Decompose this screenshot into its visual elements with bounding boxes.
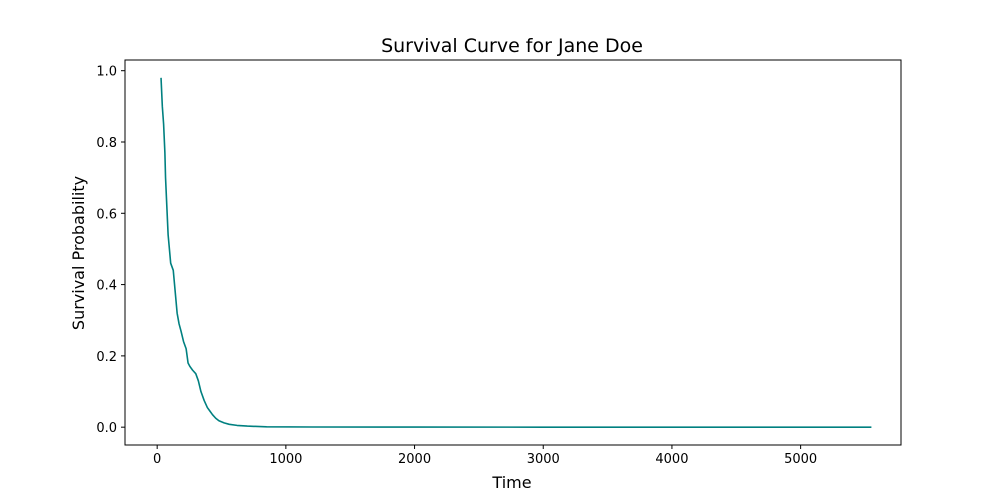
y-tick-label: 1.0 bbox=[96, 65, 117, 80]
x-tick-label: 3000 bbox=[527, 452, 560, 467]
x-tick-label: 1000 bbox=[269, 452, 302, 467]
x-axis: 0 1000 2000 3000 4000 5000 bbox=[153, 445, 817, 467]
plot-frame bbox=[124, 59, 902, 446]
y-axis: 0.0 0.2 0.4 0.6 0.8 1.0 bbox=[96, 65, 125, 436]
y-axis-label: Survival Probability bbox=[69, 176, 88, 330]
survival-curve-line bbox=[160, 77, 872, 428]
x-axis-label: Time bbox=[491, 473, 531, 492]
chart-title: Survival Curve for Jane Doe bbox=[381, 35, 643, 57]
y-tick-label: 0.4 bbox=[96, 279, 117, 294]
y-tick-label: 0.6 bbox=[96, 207, 117, 222]
y-tick-label: 0.2 bbox=[96, 350, 117, 365]
plot-area bbox=[160, 77, 872, 428]
y-tick-label: 0.0 bbox=[96, 421, 117, 436]
x-tick-label: 4000 bbox=[655, 452, 688, 467]
x-tick-label: 2000 bbox=[398, 452, 431, 467]
x-tick-label: 5000 bbox=[784, 452, 817, 467]
x-tick-label: 0 bbox=[153, 452, 161, 467]
y-tick-label: 0.8 bbox=[96, 136, 117, 151]
